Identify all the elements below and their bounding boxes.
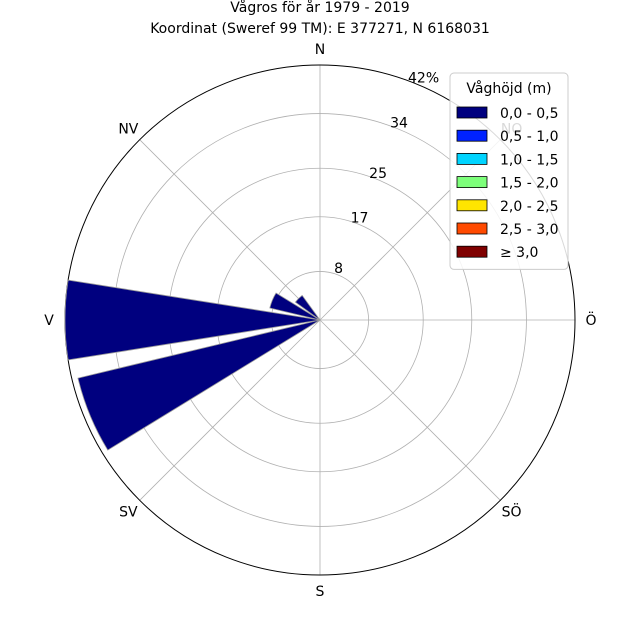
direction-label: SV (119, 505, 138, 521)
direction-label: N (315, 42, 325, 58)
direction-label: SÖ (502, 503, 522, 521)
legend-frame (449, 72, 569, 270)
legend-entry-label: 2,0 - 2,5 (500, 199, 558, 215)
grid-spoke (139, 139, 321, 321)
chart-title-line-2: Koordinat (Sweref 99 TM): E 377271, N 61… (150, 21, 490, 37)
radial-tick-label: 17 (351, 211, 369, 227)
legend-swatch (456, 106, 488, 119)
legend-title: Våghöjd (m) (466, 80, 551, 97)
direction-label: V (44, 313, 54, 329)
radial-tick-label: 34 (390, 115, 408, 131)
legend-entry-label: 1,0 - 1,5 (500, 152, 558, 168)
grid-spoke (319, 319, 501, 501)
legend-entry-label: 0,5 - 1,0 (500, 129, 558, 145)
radial-tick-label: 8 (334, 261, 343, 277)
radial-tick-label: 25 (369, 166, 387, 182)
legend-swatch (456, 176, 488, 189)
legend-entry-label: 0,0 - 0,5 (500, 106, 558, 122)
legend-entry-label: ≥ 3,0 (500, 245, 538, 261)
bar-vnv-series-0 (269, 292, 321, 321)
direction-label: NV (118, 121, 138, 137)
legend-swatch (456, 129, 488, 142)
bar-vsv-series-0 (77, 319, 321, 451)
wave-bars (64, 279, 321, 451)
legend-entry-label: 1,5 - 2,0 (500, 176, 558, 192)
legend-entry-label: 2,5 - 3,0 (500, 222, 558, 238)
chart-title-line-1: Vågros för år 1979 - 2019 (230, 0, 409, 16)
radial-tick-labels: 8 17 25 34 42% (334, 70, 439, 277)
direction-label: S (316, 584, 325, 600)
legend-swatch (456, 222, 488, 235)
bar-v-series-0 (64, 279, 321, 361)
legend: Våghöjd (m) 0,0 - 0,5 0,5 - 1,0 1,0 - 1,5 1,… (449, 72, 569, 270)
direction-label: Ö (585, 311, 596, 329)
legend-swatch (456, 245, 488, 258)
bar-nv-series-0 (294, 294, 321, 321)
legend-swatch (456, 199, 488, 212)
grid-spoke (139, 319, 321, 501)
radial-tick-label: 42% (408, 70, 439, 86)
legend-swatch (456, 152, 488, 165)
